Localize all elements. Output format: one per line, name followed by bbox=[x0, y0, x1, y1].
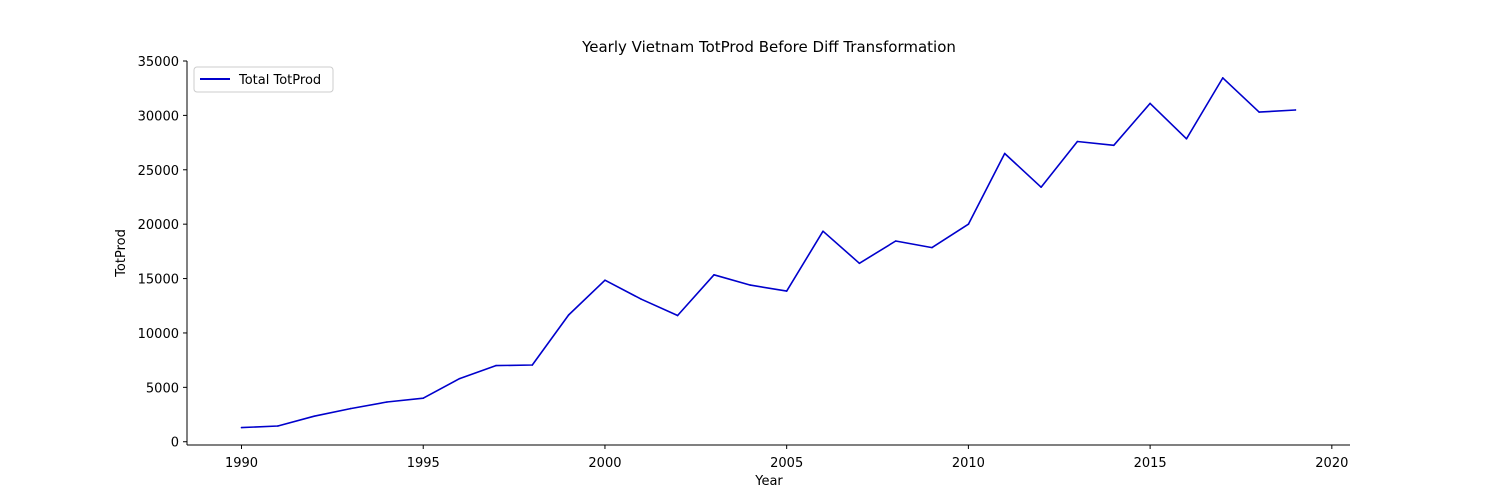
legend-box bbox=[193, 66, 334, 93]
data-point bbox=[277, 425, 279, 427]
data-point bbox=[531, 364, 534, 366]
y-tick-label: 5000 bbox=[146, 381, 179, 396]
data-point bbox=[458, 377, 461, 380]
data-point bbox=[967, 223, 970, 225]
data-point bbox=[1040, 186, 1042, 188]
data-point bbox=[785, 290, 788, 292]
axis-ticks: 1990 1995 2000 2005 2010 2015 2020 0 5000 10000 15… bbox=[138, 55, 1349, 471]
data-point bbox=[858, 262, 861, 265]
data-point bbox=[422, 397, 425, 400]
x-tick-label: 2020 bbox=[1315, 456, 1348, 471]
data-point bbox=[1076, 140, 1079, 143]
y-tick-label: 30000 bbox=[138, 109, 179, 124]
x-tick-label: 2005 bbox=[770, 456, 803, 471]
data-point bbox=[640, 298, 643, 301]
data-point bbox=[931, 246, 933, 249]
x-tick-label: 2015 bbox=[1134, 456, 1167, 471]
data-point bbox=[822, 230, 824, 233]
x-tick-label: 2010 bbox=[952, 456, 985, 471]
data-point bbox=[676, 314, 679, 317]
data-point bbox=[894, 240, 897, 242]
data-point bbox=[1221, 77, 1224, 79]
data-point bbox=[1185, 137, 1188, 140]
data-point bbox=[1149, 102, 1151, 105]
y-tick-label: 35000 bbox=[138, 55, 179, 70]
series-line-0 bbox=[241, 77, 1296, 429]
data-point bbox=[1112, 144, 1115, 147]
y-tick-label: 10000 bbox=[138, 327, 179, 342]
y-tick-label: 20000 bbox=[138, 218, 179, 233]
y-axis-label: TotProd bbox=[114, 229, 129, 278]
chart-title: Yearly Vietnam TotProd Before Diff Trans… bbox=[581, 38, 956, 56]
data-point bbox=[749, 284, 752, 286]
data-point bbox=[495, 364, 497, 367]
data-point bbox=[1003, 152, 1006, 155]
data-point bbox=[1294, 109, 1297, 111]
legend-label: Total TotProd bbox=[238, 73, 321, 88]
data-point bbox=[567, 314, 570, 316]
x-tick-label: 2000 bbox=[588, 456, 621, 471]
data-point bbox=[386, 401, 388, 403]
series-layer bbox=[240, 77, 1297, 429]
y-tick-label: 15000 bbox=[138, 273, 179, 288]
data-point bbox=[604, 279, 606, 281]
data-point bbox=[713, 273, 715, 276]
legend: Total TotProd bbox=[193, 66, 334, 93]
y-tick-label: 25000 bbox=[138, 164, 179, 179]
data-point bbox=[240, 426, 243, 429]
y-tick-label: 0 bbox=[171, 436, 179, 451]
data-point bbox=[1258, 111, 1260, 113]
x-axis-label: Year bbox=[754, 474, 783, 489]
x-tick-label: 1995 bbox=[407, 456, 440, 471]
data-point bbox=[349, 407, 352, 410]
data-point bbox=[313, 415, 316, 417]
x-tick-label: 1990 bbox=[225, 456, 258, 471]
